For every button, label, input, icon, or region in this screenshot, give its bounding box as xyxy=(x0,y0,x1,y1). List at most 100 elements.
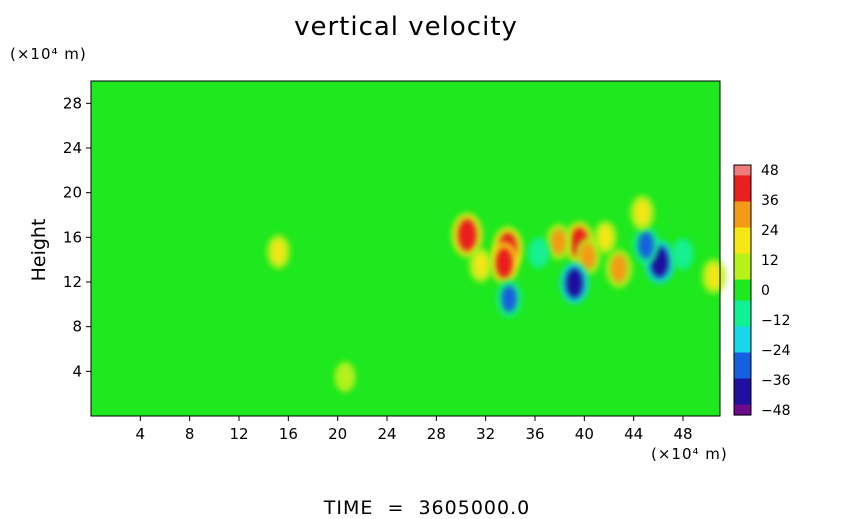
x-tick-label: 8 xyxy=(185,425,195,443)
y-tick-label: 8 xyxy=(72,318,82,336)
x-tick-label: 48 xyxy=(673,425,692,443)
colorbar-swatch xyxy=(734,316,751,322)
y-tick-label: 12 xyxy=(63,273,82,291)
colorbar-swatch xyxy=(734,352,751,359)
colorbar-tick-label: −48 xyxy=(761,403,791,419)
colorbar-swatch xyxy=(734,180,751,187)
colorbar-swatch xyxy=(734,279,751,286)
chart-title: vertical velocity xyxy=(294,12,518,42)
y-tick-label: 4 xyxy=(72,362,82,380)
plot-area xyxy=(90,80,727,417)
x-tick-label: 28 xyxy=(427,425,446,443)
colorbar-swatch xyxy=(734,305,751,312)
colorbar-swatch xyxy=(734,165,751,171)
colorbar-swatch xyxy=(734,196,751,203)
heatmap-feature xyxy=(638,231,654,259)
heatmap-feature xyxy=(635,200,650,226)
colorbar-swatch xyxy=(734,378,751,385)
x-tick-label: 4 xyxy=(136,425,146,443)
heatmap-feature xyxy=(495,248,513,279)
time-readout: TIME = 3605000.0 xyxy=(323,497,531,519)
colorbar-swatch xyxy=(734,222,751,229)
colorbar-swatch xyxy=(734,269,751,275)
y-tick-label: 28 xyxy=(63,94,82,112)
colorbar-swatch xyxy=(734,300,751,307)
heatmap-feature xyxy=(532,241,546,265)
colorbar-swatch xyxy=(734,258,751,265)
colorbar-tick-label: 48 xyxy=(761,163,779,179)
colorbar-swatch xyxy=(734,331,751,338)
y-tick-label: 20 xyxy=(63,184,82,202)
colorbar-swatch xyxy=(734,409,751,416)
heatmap-feature xyxy=(551,228,566,255)
colorbar-swatch xyxy=(734,295,751,302)
y-tick-label: 16 xyxy=(63,228,82,246)
heatmap-feature xyxy=(457,219,477,252)
y-axis: 4 8 12 16 20 24 28 xyxy=(63,94,91,380)
colorbar-swatch xyxy=(734,399,751,406)
x-tick-label: 20 xyxy=(328,425,347,443)
colorbar: 48 36 24 12 0 −12 −24 −36 −48 xyxy=(733,163,791,419)
colorbar-swatch xyxy=(734,274,751,281)
x-tick-label: 16 xyxy=(279,425,298,443)
x-tick-label: 36 xyxy=(525,425,544,443)
x-tick-label: 24 xyxy=(377,425,396,443)
colorbar-tick-label: −12 xyxy=(761,313,791,329)
colorbar-tick-label: −36 xyxy=(761,373,791,389)
y-axis-unit: (×10⁴ m) xyxy=(10,45,87,63)
heatmap-feature xyxy=(610,254,627,283)
colorbar-swatch xyxy=(734,211,751,218)
colorbar-swatch xyxy=(734,290,751,296)
time-value: 3605000.0 xyxy=(418,497,531,519)
colorbar-swatch xyxy=(734,243,751,249)
colorbar-swatch xyxy=(734,237,751,244)
colorbar-tick-label: −24 xyxy=(761,343,791,359)
colorbar-swatch xyxy=(734,170,751,177)
colorbar-swatch xyxy=(734,321,751,328)
colorbar-tick-label: 24 xyxy=(761,223,779,239)
colorbar-swatch xyxy=(734,336,751,343)
y-tick-label: 24 xyxy=(63,139,82,157)
colorbar-frame xyxy=(733,164,752,416)
heatmap-feature xyxy=(473,252,488,278)
colorbar-swatch xyxy=(734,342,751,348)
colorbar-swatch xyxy=(734,310,751,317)
colorbar-swatch xyxy=(734,362,751,369)
colorbar-swatch xyxy=(734,368,751,374)
colorbar-swatch xyxy=(734,326,751,333)
x-tick-label: 44 xyxy=(624,425,643,443)
colorbar-swatch xyxy=(734,248,751,255)
plot-frame xyxy=(90,80,721,417)
colorbar-tick-label: 36 xyxy=(761,193,779,209)
colorbar-swatch xyxy=(734,347,751,354)
heatmap-feature xyxy=(706,263,722,290)
colorbar-swatch xyxy=(734,388,751,395)
heatmap-feature xyxy=(501,285,517,313)
colorbar-tick-label: 12 xyxy=(761,253,779,269)
colorbar-swatch xyxy=(734,357,751,364)
x-axis: 4 8 12 16 20 24 28 32 36 40 44 48 xyxy=(136,416,693,443)
colorbar-swatch xyxy=(734,191,751,197)
colorbar-swatch xyxy=(734,227,751,234)
colorbar-swatch xyxy=(734,253,751,260)
heatmap-feature xyxy=(676,242,690,266)
colorbar-swatch xyxy=(734,175,751,182)
colorbar-swatch xyxy=(734,404,751,411)
x-tick-label: 32 xyxy=(476,425,495,443)
colorbar-swatch xyxy=(734,373,751,380)
x-axis-unit: (×10⁴ m) xyxy=(651,445,728,463)
colorbar-swatch xyxy=(734,263,751,270)
colorbar-tick-label: 0 xyxy=(761,283,770,299)
heatmap-feature xyxy=(598,225,613,250)
heatmap-feature xyxy=(580,242,596,270)
colorbar-swatch xyxy=(734,206,751,213)
time-label: TIME xyxy=(323,497,374,519)
colorbar-swatch xyxy=(734,201,751,208)
heatmap-background xyxy=(91,81,720,416)
colorbar-swatch xyxy=(734,185,751,192)
heatmap-feature xyxy=(271,239,286,265)
x-tick-label: 12 xyxy=(229,425,248,443)
heatmap-feature xyxy=(338,365,352,388)
colorbar-swatch xyxy=(734,394,751,400)
colorbar-swatch xyxy=(734,232,751,239)
